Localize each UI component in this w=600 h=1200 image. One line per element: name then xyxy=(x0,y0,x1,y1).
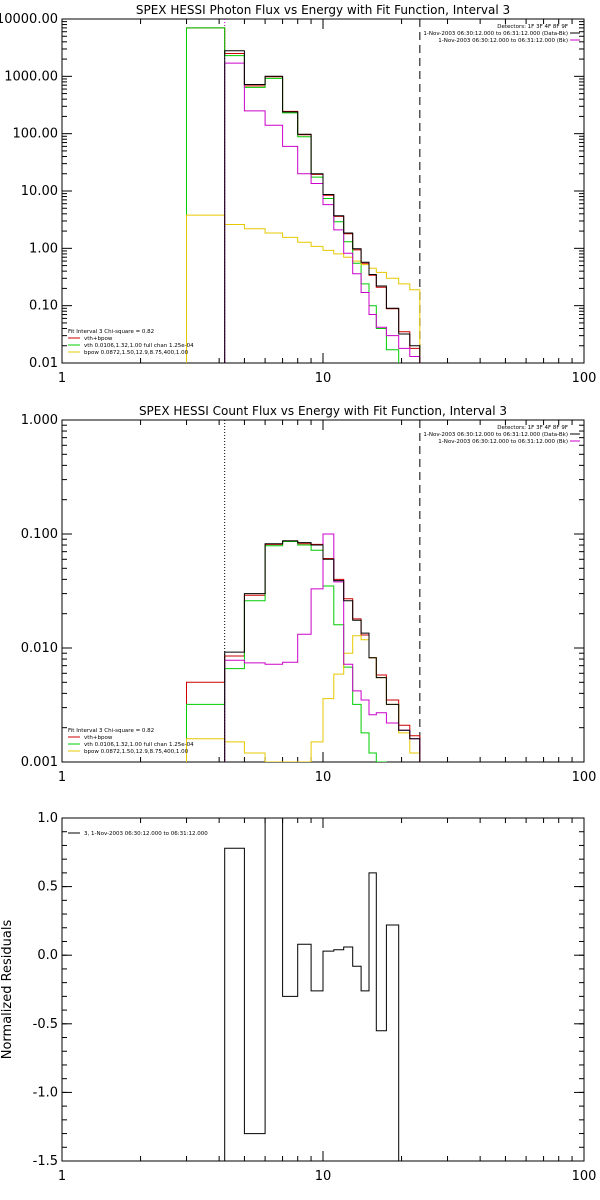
y-tick-label: 10000.00 xyxy=(0,12,58,27)
y-tick-label: 100.00 xyxy=(13,127,59,142)
y-tick-label: 0.100 xyxy=(21,527,58,542)
y-tick-label: 1.0 xyxy=(37,811,58,826)
series-line-1 xyxy=(186,541,387,762)
legend-line: vth+bpow xyxy=(84,735,113,741)
series-line-3 xyxy=(224,533,421,762)
x-tick-label: 10 xyxy=(315,371,332,386)
legend-line: bpow 0.0872,1.50,12.9,8.75,400,1.00 xyxy=(84,749,189,755)
residuals-panel: Normalized Residuals 1 10 100 -1.5 -1.0 -0.5 0.… xyxy=(0,811,596,1184)
chart-title: SPEX HESSI Count Flux vs Energy with Fit… xyxy=(139,404,507,418)
info-line: 1-Nov-2003 06:30:12.000 to 06:31:12.000 … xyxy=(438,38,568,44)
plot-area xyxy=(186,27,421,363)
x-tick-label: 100 xyxy=(572,1169,597,1184)
legend-line: Fit Interval 3 Chi-square = 0.82 xyxy=(68,728,154,734)
photon-flux-panel: SPEX HESSI Photon Flux vs Energy with Fi… xyxy=(0,3,597,386)
series-line-2 xyxy=(186,635,421,762)
y-tick-label: -0.5 xyxy=(33,1017,58,1032)
series-line-4 xyxy=(224,50,421,363)
y-tick-label: 0.5 xyxy=(37,880,58,895)
x-tick-label: 1 xyxy=(58,1169,66,1184)
series-line-0 xyxy=(224,818,400,1161)
y-tick-label: -1.5 xyxy=(33,1154,58,1169)
legend-line: vth 0.0106,1.32,1.00 full chan 1.25e-04 xyxy=(84,742,194,748)
series-line-4 xyxy=(224,540,421,762)
y-tick-label: 1.000 xyxy=(21,413,58,428)
x-tick-label: 10 xyxy=(315,770,332,785)
legend-line: Fit Interval 3 Chi-square = 0.82 xyxy=(68,329,154,335)
y-tick-label: 0.10 xyxy=(29,299,58,314)
legend-line: vth+bpow xyxy=(84,336,113,342)
count-flux-panel: SPEX HESSI Count Flux vs Energy with Fit… xyxy=(21,404,597,785)
series-line-3 xyxy=(224,62,421,363)
y-tick-label: 0.01 xyxy=(29,356,58,371)
chart-title: SPEX HESSI Photon Flux vs Energy with Fi… xyxy=(136,3,510,17)
x-tick-label: 100 xyxy=(572,371,597,386)
x-tick-label: 100 xyxy=(572,770,597,785)
y-tick-label: 10.00 xyxy=(21,184,58,199)
series-line-1 xyxy=(186,27,400,363)
info-line: Detectors: 1F 3F 4F 8F 9F xyxy=(497,24,568,30)
legend-line: vth 0.0106,1.32,1.00 full chan 1.25e-04 xyxy=(84,343,194,349)
series-line-0 xyxy=(186,540,421,762)
y-tick-label: 0.0 xyxy=(37,948,58,963)
series-line-2 xyxy=(186,214,421,363)
info-line: 1-Nov-2003 06:30:12.000 to 06:31:12.000 … xyxy=(438,439,568,445)
x-tick-label: 1 xyxy=(58,371,66,386)
y-axis-label: Normalized Residuals xyxy=(0,920,15,1060)
y-tick-label: -1.0 xyxy=(33,1085,58,1100)
plot-area xyxy=(224,818,400,1161)
info-line: 1-Nov-2003 06:30:12.000 to 06:31:12.000 … xyxy=(423,31,568,37)
plot-area xyxy=(186,533,421,762)
x-tick-label: 1 xyxy=(58,770,66,785)
legend-line: 3, 1-Nov-2003 06:30:12.000 to 06:31:12.0… xyxy=(84,831,208,837)
series-line-0 xyxy=(186,27,421,363)
y-tick-label: 0.001 xyxy=(21,755,58,770)
legend-line: bpow 0.0872,1.50,12.9,8.75,400,1.00 xyxy=(84,350,189,356)
y-tick-label: 1000.00 xyxy=(4,69,58,84)
x-tick-label: 10 xyxy=(315,1169,332,1184)
info-line: 1-Nov-2003 06:30:12.000 to 06:31:12.000 … xyxy=(423,432,568,438)
y-tick-label: 0.010 xyxy=(21,641,58,656)
info-line: Detectors: 1F 3F 4F 8F 9F xyxy=(497,425,568,431)
y-tick-label: 1.00 xyxy=(29,241,58,256)
